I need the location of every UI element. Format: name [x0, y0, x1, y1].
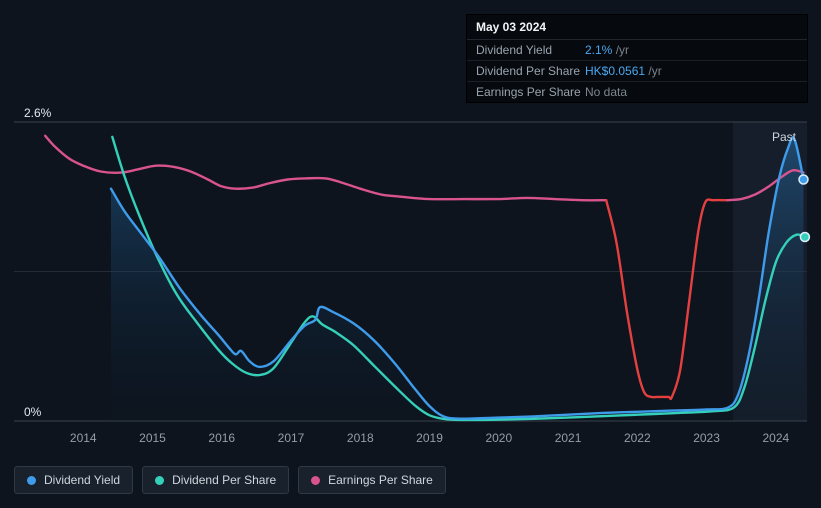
dividend-per-share-end-dot — [799, 231, 811, 243]
tooltip-value: HK$0.0561 /yr — [585, 64, 662, 78]
tooltip-row-dividend-per-share: Dividend Per Share HK$0.0561 /yr — [467, 61, 807, 82]
y-axis-zero-label: 0% — [24, 405, 42, 419]
tooltip-label: Dividend Yield — [476, 43, 553, 57]
legend-dividend-yield[interactable]: Dividend Yield — [14, 466, 134, 494]
legend-label: Dividend Yield — [44, 473, 121, 487]
legend-label: Dividend Per Share — [172, 473, 277, 487]
dividend-yield-dot-icon — [27, 475, 36, 485]
y-axis-max-label: 2.6% — [24, 106, 52, 120]
tooltip-row-dividend-yield: Dividend Yield 2.1% /yr — [467, 40, 807, 61]
tooltip-row-earnings-per-share: Earnings Per Share No data — [467, 82, 807, 102]
chart-legend: Dividend Yield Dividend Per Share Earnin… — [14, 466, 446, 494]
dividend-history-chart — [14, 121, 811, 422]
dividend-yield-end-dot — [798, 174, 809, 185]
earnings-per-share-line — [726, 169, 805, 202]
tooltip-label: Dividend Per Share — [476, 64, 581, 78]
chart-tooltip: May 03 2024 Dividend Yield 2.1% /yr Divi… — [466, 14, 808, 103]
tooltip-date: May 03 2024 — [467, 15, 807, 40]
tooltip-value: 2.1% /yr — [585, 43, 630, 57]
tooltip-value: No data — [585, 85, 628, 99]
legend-dividend-per-share[interactable]: Dividend Per Share — [142, 466, 290, 494]
past-label: Past — [772, 130, 797, 144]
earnings-per-share-dot-icon — [311, 475, 321, 485]
legend-earnings-per-share[interactable]: Earnings Per Share — [298, 466, 446, 494]
dividend-yield-area — [111, 137, 804, 421]
earnings-per-share-line — [605, 198, 729, 401]
legend-label: Earnings Per Share — [328, 473, 433, 487]
dividend-per-share-line — [111, 135, 807, 422]
dividend-yield-line — [109, 136, 805, 420]
dividend-per-share-dot-icon — [155, 475, 165, 485]
tooltip-label: Earnings Per Share — [476, 85, 581, 99]
earnings-per-share-line — [44, 134, 608, 202]
